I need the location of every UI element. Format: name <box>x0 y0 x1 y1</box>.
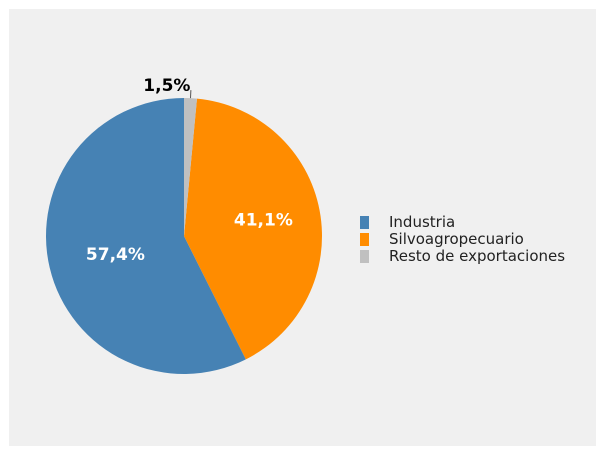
legend-label: Industria <box>389 213 456 231</box>
legend-item-industria: Industria <box>360 214 565 231</box>
slice-label-silvoagropecuario: 41,1% <box>234 211 293 231</box>
slice-label-resto: 1,5% <box>143 76 190 96</box>
legend-label: Silvoagropecuario <box>389 230 524 248</box>
slice-label-industria: 57,4% <box>86 245 145 265</box>
legend-swatch <box>360 233 369 246</box>
slice-industria <box>46 98 246 374</box>
slice-resto <box>184 98 197 236</box>
legend-item-resto: Resto de exportaciones <box>360 248 565 265</box>
legend-label: Resto de exportaciones <box>389 247 566 265</box>
slice-silvoagropecuario <box>184 98 323 360</box>
legend-swatch <box>360 250 369 263</box>
legend-item-silvoagropecuario: Silvoagropecuario <box>360 231 565 248</box>
legend: Industria Silvoagropecuario Resto de exp… <box>360 214 565 265</box>
legend-swatch <box>360 216 369 229</box>
